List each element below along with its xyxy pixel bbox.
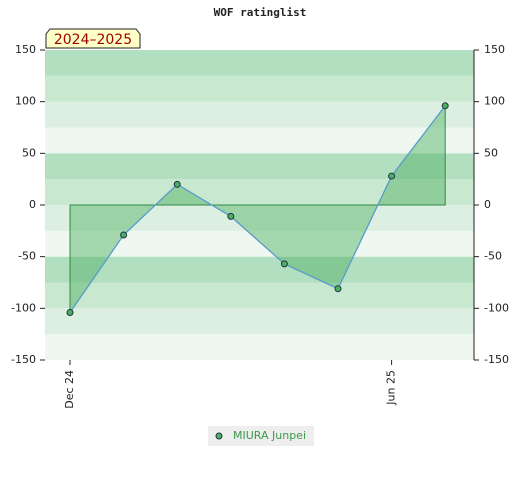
band	[45, 75, 474, 102]
y-tick-label: -50	[18, 250, 36, 263]
band	[45, 127, 474, 154]
point	[66, 308, 74, 316]
band	[45, 179, 474, 205]
band	[45, 50, 474, 76]
line	[69, 105, 446, 313]
band	[45, 153, 474, 180]
y-tick-label-right: -100	[484, 301, 509, 314]
band	[45, 282, 474, 309]
legend-marker	[215, 432, 223, 440]
point	[280, 260, 288, 268]
band	[45, 230, 474, 257]
plot	[66, 102, 449, 316]
y-tick-label-right: 150	[484, 43, 505, 56]
band	[45, 205, 474, 231]
point	[227, 212, 235, 220]
y-tick-label: 150	[15, 43, 36, 56]
chart-title: WOF ratinglist	[214, 6, 307, 19]
point	[388, 172, 396, 180]
y-tick-label: 0	[29, 198, 36, 211]
band	[45, 308, 474, 335]
point	[441, 102, 449, 110]
point	[173, 180, 181, 188]
legend-label: MIURA Junpei	[233, 429, 306, 442]
x-tick-label: Dec 24	[63, 370, 76, 409]
background-bands	[45, 50, 474, 360]
point	[334, 285, 342, 293]
y-tick-label: -100	[11, 301, 36, 314]
point	[120, 231, 128, 239]
badge-text: 2024–2025	[54, 32, 132, 48]
band	[45, 256, 474, 283]
y-tick-label-right: 0	[484, 198, 491, 211]
y-tick-label-right: -150	[484, 353, 509, 366]
y-tick-label: 100	[15, 95, 36, 108]
badge-box	[45, 28, 141, 49]
x-tick-label: Jun 25	[385, 370, 398, 406]
band	[45, 101, 474, 128]
y-tick-label-right: 100	[484, 95, 505, 108]
legend-box	[208, 426, 314, 446]
y-tick-label-right: 50	[484, 146, 498, 159]
y-tick-label: 50	[22, 146, 36, 159]
band	[45, 334, 474, 360]
y-tick-label-right: -50	[484, 250, 502, 263]
y-tick-label: -150	[11, 353, 36, 366]
